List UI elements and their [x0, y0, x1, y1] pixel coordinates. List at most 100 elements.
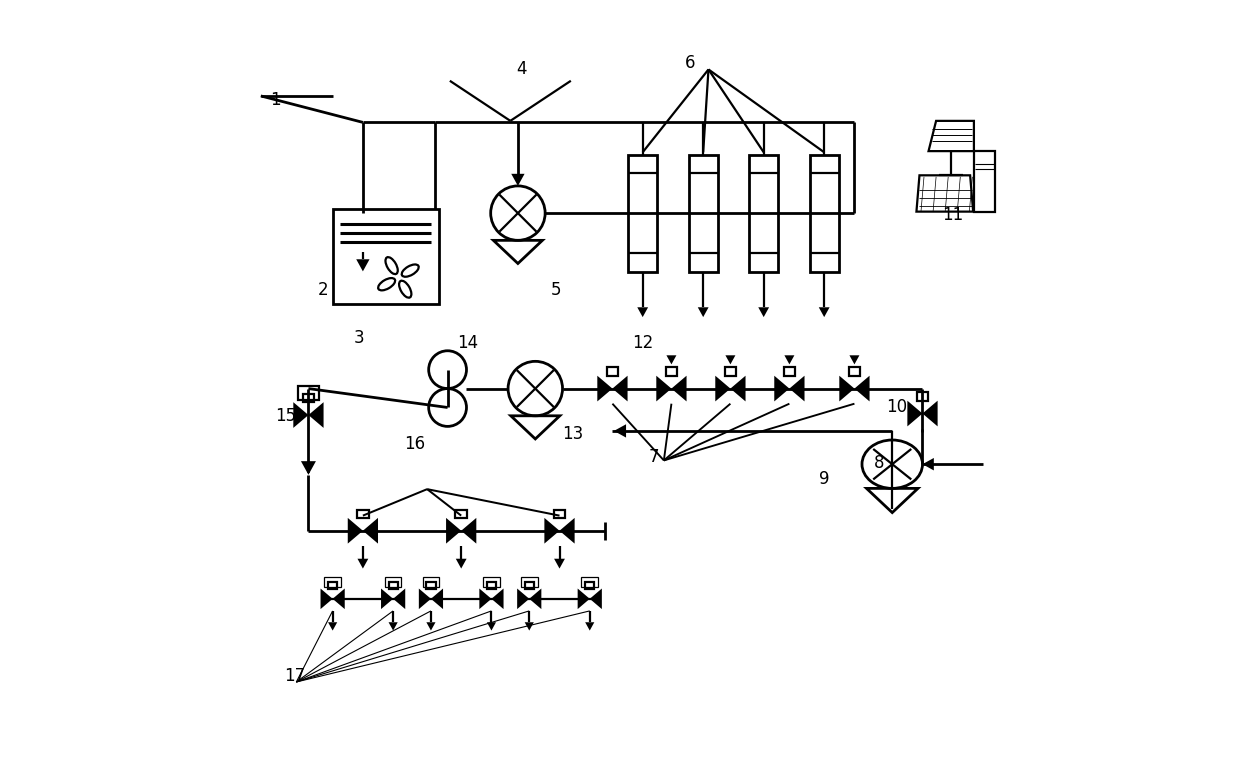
- Polygon shape: [790, 376, 805, 402]
- Polygon shape: [329, 622, 337, 631]
- Bar: [384, 577, 402, 587]
- Polygon shape: [908, 401, 923, 427]
- Polygon shape: [590, 588, 601, 609]
- Bar: [554, 509, 565, 518]
- Polygon shape: [839, 376, 854, 402]
- Polygon shape: [698, 307, 708, 317]
- Text: 17: 17: [284, 667, 305, 685]
- Bar: [688, 155, 718, 272]
- Polygon shape: [614, 424, 626, 438]
- Bar: [325, 577, 341, 587]
- Polygon shape: [923, 458, 934, 471]
- Polygon shape: [923, 401, 937, 427]
- Polygon shape: [730, 376, 745, 402]
- Polygon shape: [309, 402, 324, 428]
- Polygon shape: [529, 588, 542, 609]
- Text: 16: 16: [404, 435, 425, 453]
- Bar: [423, 577, 439, 587]
- Polygon shape: [427, 622, 435, 631]
- Bar: [484, 577, 500, 587]
- Bar: [629, 155, 657, 272]
- Polygon shape: [854, 376, 869, 402]
- Polygon shape: [456, 559, 466, 568]
- Bar: [455, 509, 467, 518]
- Polygon shape: [381, 588, 393, 609]
- Text: 1: 1: [270, 90, 281, 109]
- Bar: [525, 582, 534, 588]
- Polygon shape: [671, 376, 687, 402]
- Text: 3: 3: [353, 329, 365, 347]
- Bar: [427, 582, 435, 588]
- Polygon shape: [432, 588, 443, 609]
- Polygon shape: [637, 307, 649, 317]
- Polygon shape: [613, 376, 627, 402]
- Polygon shape: [656, 376, 671, 402]
- Polygon shape: [554, 559, 565, 568]
- Bar: [329, 582, 337, 588]
- Bar: [916, 392, 929, 401]
- Bar: [585, 582, 594, 588]
- Polygon shape: [388, 622, 398, 631]
- Polygon shape: [666, 355, 676, 364]
- Bar: [973, 151, 994, 212]
- Polygon shape: [363, 518, 378, 543]
- Text: 5: 5: [551, 282, 560, 299]
- Polygon shape: [446, 518, 461, 543]
- Polygon shape: [818, 307, 830, 317]
- Polygon shape: [320, 588, 332, 609]
- Polygon shape: [480, 588, 491, 609]
- Polygon shape: [461, 518, 476, 543]
- Polygon shape: [559, 518, 574, 543]
- Polygon shape: [347, 518, 363, 543]
- Polygon shape: [759, 307, 769, 317]
- Text: 7: 7: [649, 448, 660, 465]
- Text: 13: 13: [563, 425, 584, 443]
- Polygon shape: [578, 588, 590, 609]
- Text: 14: 14: [456, 334, 477, 352]
- Polygon shape: [356, 260, 370, 272]
- Text: 8: 8: [874, 454, 884, 471]
- Bar: [749, 155, 777, 272]
- Polygon shape: [725, 355, 735, 364]
- Bar: [810, 155, 838, 272]
- Polygon shape: [511, 174, 525, 186]
- Bar: [724, 367, 737, 376]
- Polygon shape: [525, 622, 534, 631]
- Bar: [303, 394, 314, 402]
- Bar: [388, 582, 398, 588]
- Polygon shape: [301, 461, 316, 475]
- Text: 2: 2: [319, 282, 329, 299]
- Text: 12: 12: [632, 334, 653, 352]
- Polygon shape: [544, 518, 559, 543]
- Polygon shape: [785, 355, 795, 364]
- Bar: [666, 367, 677, 376]
- Polygon shape: [598, 376, 613, 402]
- Bar: [848, 367, 861, 376]
- Polygon shape: [585, 622, 594, 631]
- Bar: [606, 367, 619, 376]
- Polygon shape: [715, 376, 730, 402]
- Polygon shape: [393, 588, 405, 609]
- Bar: [487, 582, 496, 588]
- Bar: [784, 367, 795, 376]
- Bar: [357, 509, 368, 518]
- Polygon shape: [774, 376, 790, 402]
- Polygon shape: [294, 402, 309, 428]
- Bar: [332, 209, 439, 304]
- Bar: [298, 386, 319, 400]
- Text: 9: 9: [818, 471, 830, 488]
- Bar: [521, 577, 538, 587]
- Polygon shape: [517, 588, 529, 609]
- Text: 6: 6: [684, 55, 696, 72]
- Text: 15: 15: [275, 407, 296, 425]
- Text: 10: 10: [887, 398, 908, 417]
- Polygon shape: [849, 355, 859, 364]
- Polygon shape: [419, 588, 432, 609]
- Polygon shape: [491, 588, 503, 609]
- Text: 11: 11: [942, 206, 963, 224]
- Polygon shape: [357, 559, 368, 568]
- Bar: [582, 577, 598, 587]
- Text: 4: 4: [516, 61, 527, 78]
- Polygon shape: [487, 622, 496, 631]
- Polygon shape: [332, 588, 345, 609]
